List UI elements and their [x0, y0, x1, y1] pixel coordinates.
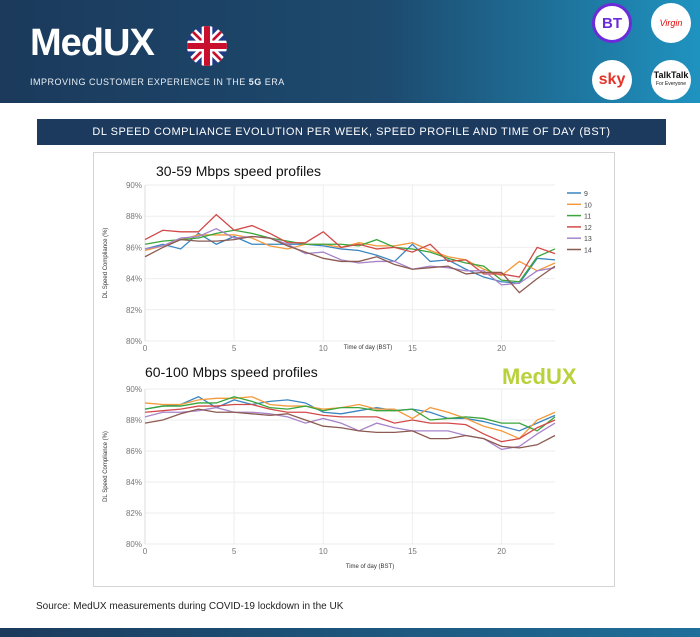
series-line-week-11 [144, 229, 556, 283]
series-line-week-14 [144, 408, 556, 449]
x-axis-label: Time of day (BST) [344, 345, 392, 351]
legend-label: 12 [584, 225, 592, 232]
y-tick-label: 86% [126, 447, 142, 456]
y-tick-label: 86% [126, 243, 142, 252]
y-tick-label: 80% [126, 540, 142, 549]
x-tick-label: 5 [232, 344, 237, 353]
talktalk-logo: TalkTalk For Everyone [651, 60, 691, 100]
y-tick-label: 82% [126, 509, 142, 518]
legend-label: 14 [584, 248, 592, 255]
series-line-week-9 [144, 232, 556, 284]
y-tick-label: 90% [126, 385, 142, 394]
virgin-logo: Virgin [651, 3, 691, 43]
series-line-week-9 [144, 396, 556, 432]
medux-logo: MedUX [30, 22, 155, 64]
x-axis-label: Time of day (BST) [346, 564, 394, 570]
y-tick-label: 88% [126, 416, 142, 425]
y-axis-label: DL Speed Compliance (%) [103, 228, 109, 299]
series-line-week-12 [144, 213, 556, 278]
y-tick-label: 84% [126, 275, 142, 284]
x-tick-label: 5 [232, 547, 237, 556]
tagline: IMPROVING CUSTOMER EXPERIENCE IN THE 5G … [30, 77, 285, 87]
legend-label: 13 [584, 236, 592, 243]
sky-logo: sky [592, 60, 632, 100]
uk-flag-icon [187, 26, 227, 66]
series-line-week-12 [144, 403, 556, 443]
series-line-week-10 [144, 396, 556, 440]
chart-title: 60-100 Mbps speed profiles [145, 364, 318, 380]
y-tick-label: 82% [126, 306, 142, 315]
x-tick-label: 20 [497, 344, 506, 353]
chart-panel [93, 152, 615, 587]
legend-label: 10 [584, 202, 592, 209]
x-tick-label: 0 [143, 547, 148, 556]
chart-title: 30-59 Mbps speed profiles [156, 163, 321, 179]
legend-label: 11 [584, 214, 591, 221]
y-tick-label: 88% [126, 212, 142, 221]
x-tick-label: 20 [497, 547, 506, 556]
series-line-week-11 [144, 396, 556, 432]
footer-strip [0, 628, 700, 637]
x-tick-label: 15 [408, 344, 417, 353]
medux-watermark-logo: MedUX [502, 364, 577, 389]
source-note: Source: MedUX measurements during COVID-… [36, 601, 344, 612]
x-tick-label: 10 [319, 344, 328, 353]
y-tick-label: 90% [126, 181, 142, 190]
x-tick-label: 10 [319, 547, 328, 556]
series-line-week-14 [144, 235, 556, 294]
series-line-week-13 [144, 227, 556, 286]
y-tick-label: 84% [126, 478, 142, 487]
page-title: DL SPEED COMPLIANCE EVOLUTION PER WEEK, … [37, 119, 666, 145]
bt-logo: BT [592, 3, 632, 43]
y-tick-label: 80% [126, 337, 142, 346]
y-axis-label: DL Speed Compliance (%) [103, 431, 109, 502]
legend-label: 9 [584, 191, 588, 198]
header: MedUX IMPROVING CUSTOMER EXPERIENCE IN T… [0, 0, 700, 103]
x-tick-label: 0 [143, 344, 148, 353]
x-tick-label: 15 [408, 547, 417, 556]
